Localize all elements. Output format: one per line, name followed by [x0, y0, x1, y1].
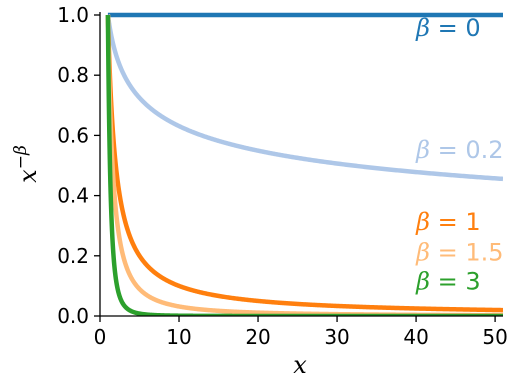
series-labels: β = 0β = 0.2β = 1β = 1.5β = 3 [415, 14, 503, 295]
y-axis-label-exponent: −β [11, 145, 31, 169]
x-tick-label: 50 [482, 325, 507, 349]
y-tick-label: 0.6 [57, 123, 89, 147]
series-label-value: = 3 [430, 268, 481, 296]
series-label-beta-1: β = 1 [415, 208, 481, 236]
y-axis-label-base: x [14, 169, 42, 183]
series-label-symbol: β [415, 14, 430, 42]
series-label-value: = 1.5 [430, 238, 504, 266]
y-tick-label: 0.0 [57, 304, 89, 328]
series-label-beta-0-2: β = 0.2 [415, 136, 503, 164]
x-tick-label: 30 [324, 325, 349, 349]
series-label-value: = 0.2 [430, 136, 504, 164]
y-tick-label: 0.4 [57, 184, 89, 208]
series-label-value: = 1 [430, 208, 481, 236]
x-tick-label: 10 [166, 325, 191, 349]
series-label-beta-0: β = 0 [415, 14, 481, 42]
y-axis-label: x−β [11, 145, 42, 183]
series-label-symbol: β [415, 268, 430, 296]
series-label-beta-1-5: β = 1.5 [415, 238, 503, 266]
series-line-beta-1 [105, 12, 503, 313]
axes-layer [99, 12, 503, 317]
series-label-value: = 0 [430, 14, 481, 42]
series-line-beta-0-2 [105, 12, 503, 182]
ticks-layer: 0 10 20 30 40 50 0.0 0.2 0.4 0.6 0.8 1.0 [57, 3, 508, 349]
series-label-symbol: β [415, 238, 430, 266]
y-tick-label: 0.2 [57, 244, 89, 268]
x-tick-label: 0 [94, 325, 107, 349]
y-tick-label: 1.0 [57, 3, 89, 27]
series-label-symbol: β [415, 136, 430, 164]
x-axis-label: x [293, 351, 307, 379]
series-label-beta-3: β = 3 [415, 268, 481, 296]
x-tick-label: 40 [403, 325, 428, 349]
series-label-symbol: β [415, 208, 430, 236]
y-tick-label: 0.8 [57, 63, 89, 87]
x-tick-label: 20 [245, 325, 270, 349]
